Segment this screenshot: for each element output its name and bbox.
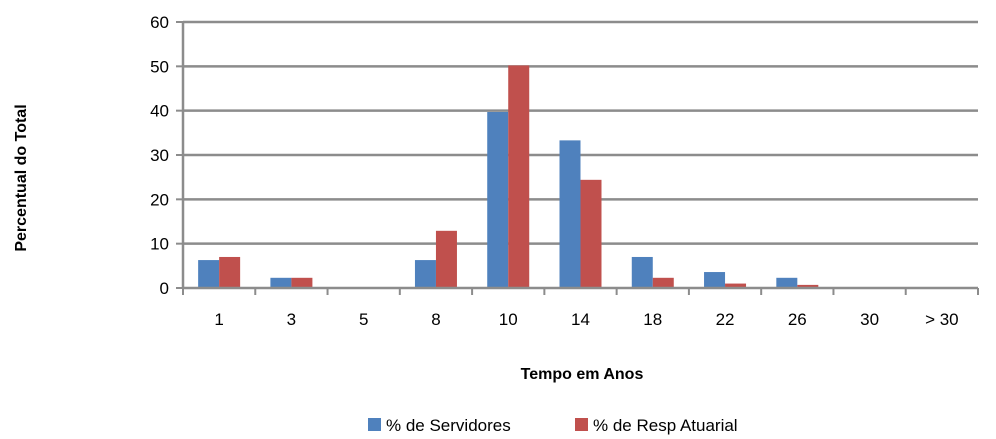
bar xyxy=(198,260,220,288)
y-tick-label: 20 xyxy=(150,190,169,209)
x-tick-label: > 30 xyxy=(925,310,959,329)
y-tick-label: 40 xyxy=(150,102,169,121)
x-tick-label: 18 xyxy=(643,310,662,329)
y-tick-label: 10 xyxy=(150,235,169,254)
bar xyxy=(270,277,292,288)
bar xyxy=(797,284,819,288)
bar xyxy=(559,140,581,288)
y-axis-title: Percentual do Total xyxy=(13,104,30,251)
legend-label: % de Servidores xyxy=(386,416,511,435)
y-tick-label: 0 xyxy=(160,279,169,298)
y-tick-label: 60 xyxy=(150,13,169,32)
x-tick-label: 22 xyxy=(716,310,735,329)
y-tick-label: 50 xyxy=(150,57,169,76)
bar xyxy=(291,277,313,288)
legend-label: % de Resp Atuarial xyxy=(593,416,738,435)
bar xyxy=(414,260,436,288)
x-axis-title: Tempo em Anos xyxy=(521,366,644,383)
x-tick-label: 3 xyxy=(287,310,296,329)
bar xyxy=(725,283,747,288)
x-tick-label: 5 xyxy=(359,310,368,329)
bar xyxy=(508,65,530,289)
bar xyxy=(487,111,509,288)
bar xyxy=(435,230,457,288)
legend-swatch xyxy=(368,418,381,431)
x-tick-label: 26 xyxy=(788,310,807,329)
bar xyxy=(652,277,674,288)
axes xyxy=(181,22,978,290)
x-tick-label: 8 xyxy=(431,310,440,329)
legend: % de Servidores % de Resp Atuarial xyxy=(368,416,738,435)
bar xyxy=(776,277,798,288)
bar xyxy=(704,272,726,288)
y-axis-ticks: 0 10 20 30 40 50 60 xyxy=(150,13,183,298)
bars xyxy=(198,65,819,289)
bar xyxy=(580,179,602,288)
legend-swatch xyxy=(575,418,588,431)
bar xyxy=(631,256,653,288)
x-tick-label: 14 xyxy=(571,310,590,329)
x-tick-label: 10 xyxy=(499,310,518,329)
bar xyxy=(219,256,241,288)
x-tick-label: 1 xyxy=(214,310,223,329)
y-tick-label: 30 xyxy=(150,146,169,165)
x-axis-ticks: 1 3 5 8 10 14 18 22 26 30 > 30 xyxy=(182,288,979,329)
x-tick-label: 30 xyxy=(860,310,879,329)
